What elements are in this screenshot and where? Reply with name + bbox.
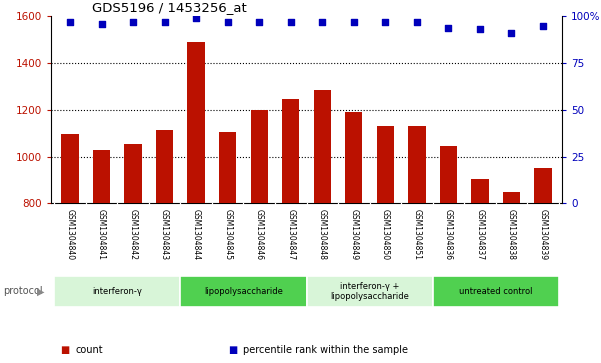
Point (349, 19, 359, 25)
Bar (440, 146, 457, 203)
Bar (251, 110, 268, 203)
Text: GSM1304847: GSM1304847 (286, 209, 295, 260)
Text: GSM1304838: GSM1304838 (507, 209, 516, 260)
Text: ■: ■ (228, 345, 237, 355)
Text: GSM1304842: GSM1304842 (129, 209, 138, 260)
Point (286, 19, 296, 25)
Point (475, 26, 485, 32)
Bar (377, 126, 394, 203)
Bar (124, 144, 142, 203)
Point (317, 19, 327, 25)
Point (97, 21, 106, 27)
Bar (61, 134, 79, 203)
Text: GSM1304839: GSM1304839 (538, 209, 548, 260)
Text: untreated control: untreated control (459, 287, 532, 296)
Text: lipopolysaccharide: lipopolysaccharide (204, 287, 283, 296)
Text: GSM1304850: GSM1304850 (381, 209, 390, 260)
Point (444, 25, 453, 30)
Text: GSM1304845: GSM1304845 (223, 209, 232, 260)
Bar (180, 276, 307, 307)
Text: count: count (75, 345, 103, 355)
Bar (188, 42, 205, 203)
Text: percentile rank within the sample: percentile rank within the sample (243, 345, 409, 355)
Bar (54, 276, 180, 307)
Text: GSM1304851: GSM1304851 (412, 209, 421, 260)
Point (160, 19, 169, 25)
Bar (503, 192, 520, 203)
Text: protocol: protocol (3, 286, 43, 296)
Text: interferon-γ: interferon-γ (93, 287, 142, 296)
Point (65, 19, 75, 25)
Bar (433, 276, 559, 307)
Bar (534, 168, 552, 203)
Text: GSM1304848: GSM1304848 (318, 209, 327, 260)
Text: ■: ■ (60, 345, 69, 355)
Point (380, 19, 390, 25)
Text: GDS5196 / 1453256_at: GDS5196 / 1453256_at (92, 1, 246, 14)
Text: GSM1304836: GSM1304836 (444, 209, 453, 260)
Text: GSM1304840: GSM1304840 (66, 209, 75, 260)
Text: GSM1304844: GSM1304844 (192, 209, 201, 260)
Point (254, 19, 264, 25)
Text: GSM1304846: GSM1304846 (255, 209, 264, 260)
Bar (156, 130, 173, 203)
Bar (471, 179, 489, 203)
Bar (93, 150, 110, 203)
Point (191, 15, 201, 21)
Bar (219, 132, 236, 203)
Text: ▶: ▶ (37, 286, 44, 296)
Text: GSM1304837: GSM1304837 (475, 209, 484, 260)
Point (223, 19, 233, 25)
Point (412, 19, 422, 25)
Bar (345, 112, 362, 203)
Text: interferon-γ +
lipopolysaccharide: interferon-γ + lipopolysaccharide (330, 282, 409, 301)
Point (507, 30, 516, 36)
Point (538, 23, 548, 29)
Bar (282, 99, 299, 203)
Bar (408, 126, 426, 203)
Text: GSM1304843: GSM1304843 (160, 209, 169, 260)
Text: GSM1304849: GSM1304849 (349, 209, 358, 260)
Point (128, 19, 138, 25)
Bar (314, 90, 331, 203)
Bar (307, 276, 433, 307)
Text: GSM1304841: GSM1304841 (97, 209, 106, 260)
